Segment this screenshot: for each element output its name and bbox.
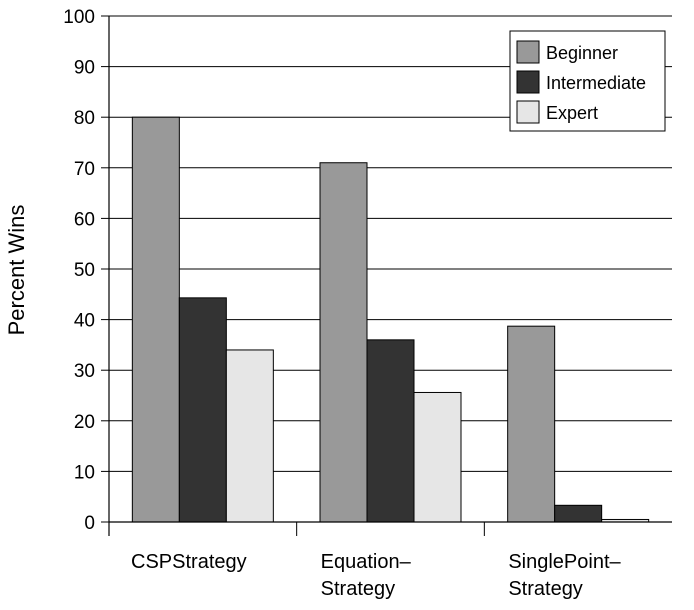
category-label: SinglePoint– Strategy — [508, 551, 621, 600]
legend-label-beginner: Beginner — [546, 43, 618, 63]
category-label: CSPStrategy — [131, 551, 247, 573]
axes — [101, 15, 672, 536]
y-axis-label: Percent Wins — [4, 205, 29, 336]
bar-expert-2 — [413, 391, 462, 523]
category-labels: CSPStrategy Equation– StrategySinglePoint–… — [131, 551, 621, 600]
bar-expert-1 — [225, 349, 274, 523]
y-tick-label: 90 — [74, 58, 95, 79]
tick-labels: 0 10 20 30 40 50 60 70 80 90 100 — [63, 7, 95, 534]
y-tick-label: 40 — [74, 311, 95, 332]
y-tick-label: 60 — [74, 209, 95, 230]
bar-intermediate-2 — [366, 339, 415, 523]
bar-beginner-3 — [507, 325, 556, 523]
category-label: Equation– Strategy — [321, 551, 412, 600]
bar-beginner-2 — [319, 162, 368, 523]
category-label-line: SinglePoint– — [508, 551, 621, 573]
legend-swatch-expert — [516, 100, 540, 124]
y-tick-label: 70 — [74, 159, 95, 180]
bar-intermediate-3 — [554, 504, 603, 523]
y-tick-label: 100 — [63, 7, 95, 28]
bar-beginner-1 — [131, 116, 180, 523]
legend-label-expert: Expert — [546, 103, 598, 123]
legend-swatch-intermediate — [516, 70, 540, 94]
legend-swatch-beginner — [516, 40, 540, 64]
y-tick-label: 80 — [74, 108, 95, 129]
bar-intermediate-1 — [178, 297, 227, 523]
category-label-line: CSPStrategy — [131, 551, 247, 573]
y-tick-label: 10 — [74, 462, 95, 483]
legend-label-intermediate: Intermediate — [546, 73, 646, 93]
category-label-line: Strategy — [321, 578, 395, 600]
y-tick-label: 20 — [74, 412, 95, 433]
y-tick-label: 0 — [84, 513, 95, 534]
y-tick-label: 50 — [74, 260, 95, 281]
category-label-line: Equation– — [321, 551, 412, 573]
y-tick-label: 30 — [74, 361, 95, 382]
category-label-line: Strategy — [508, 578, 582, 600]
legend: Beginner Intermediate Expert — [509, 30, 666, 132]
